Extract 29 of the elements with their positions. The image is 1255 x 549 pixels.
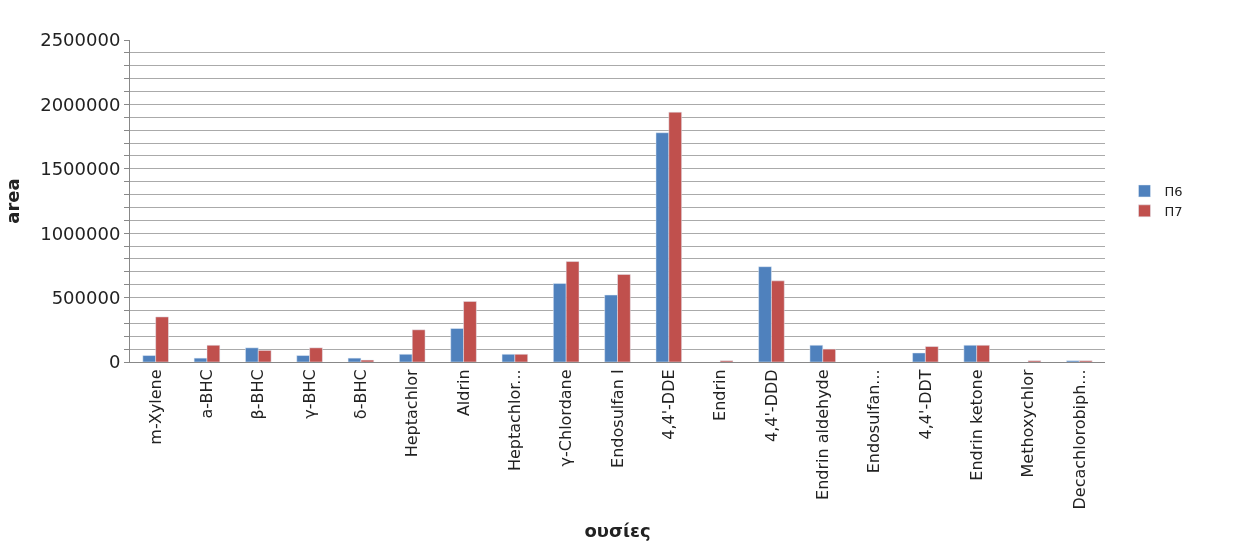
legend-label: Π7 <box>1164 203 1183 219</box>
x-tick-label: δ-BHC <box>351 369 371 420</box>
y-tick-label: 0 <box>108 351 121 373</box>
x-tick-label: Heptachlor... <box>505 369 525 472</box>
y-tick-label: 1500000 <box>40 158 121 180</box>
x-tick-label: Methoxychlor <box>1018 368 1038 478</box>
x-tick-label: 4,4'-DDD <box>761 369 781 442</box>
x-tick-label: 4,4'-DDE <box>659 369 679 440</box>
x-tick-label: γ-Chlordane <box>556 369 576 467</box>
y-axis-title: area <box>2 178 24 224</box>
x-tick-label: β-BHC <box>248 369 268 420</box>
x-tick-label: Decachlorobiph... <box>1069 369 1089 510</box>
x-tick-label: Aldrin <box>453 369 473 417</box>
x-tick-label: a-BHC <box>197 369 217 419</box>
x-tick-label: Endrin aldehyde <box>812 369 832 500</box>
x-tick-label: γ-BHC <box>299 369 319 419</box>
y-tick-label: 500000 <box>51 286 121 308</box>
x-tick-label: Endrin ketone <box>966 369 986 481</box>
y-tick-label: 2500000 <box>40 29 121 51</box>
x-tick-label: Endrin <box>710 369 730 421</box>
x-tick-label: 4,4'-DDT <box>915 369 935 440</box>
x-tick-label: Endosulfan... <box>864 369 884 474</box>
x-axis-title: ουσίες <box>584 519 651 541</box>
legend-label: Π6 <box>1164 184 1183 200</box>
y-tick-label: 1000000 <box>40 222 121 244</box>
x-tick-label: m-Xylene <box>145 369 165 445</box>
x-tick-label: Heptachlor <box>402 368 422 458</box>
y-tick-label: 2000000 <box>40 93 121 115</box>
x-tick-label: Endosulfan I <box>607 369 627 468</box>
